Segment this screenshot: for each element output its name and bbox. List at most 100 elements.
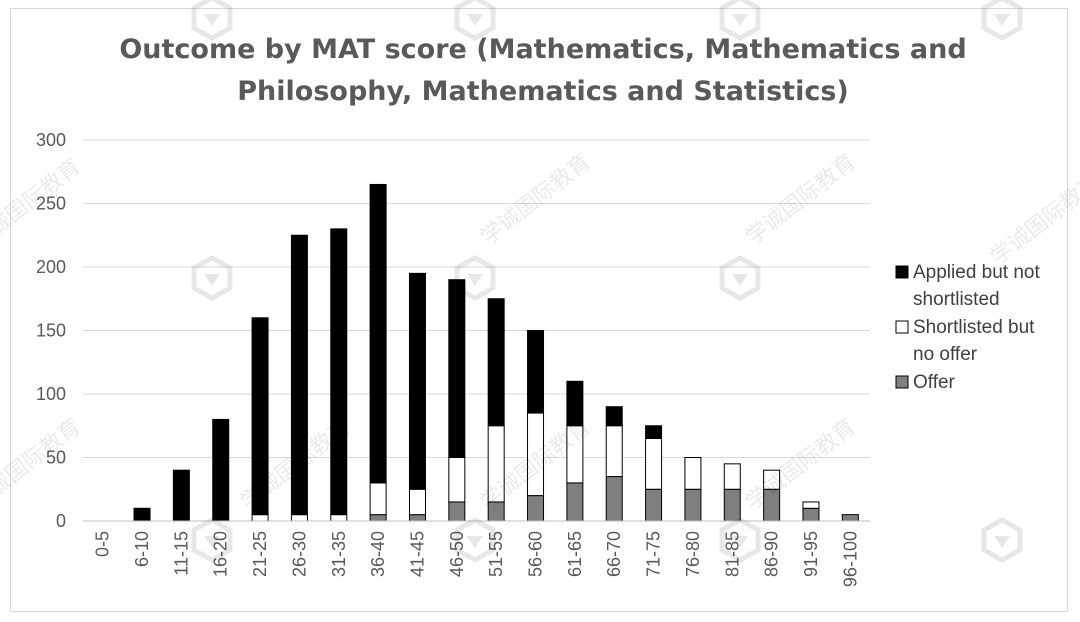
watermark-logo-shape (981, 517, 1023, 563)
bar-segment (605, 476, 623, 522)
bar-segment (212, 418, 230, 522)
watermark-logo-shape (981, 0, 1023, 41)
bar-segment (566, 482, 584, 522)
bar-segment (527, 330, 545, 414)
watermark-logo-shape (191, 0, 233, 41)
chart-title-line-2: Philosophy, Mathematics and Statistics) (237, 76, 848, 107)
bar-segment (290, 234, 308, 516)
bar-segment (684, 457, 702, 490)
watermark-text: 学诚国际教育 (986, 169, 1080, 270)
bar-segment (408, 488, 426, 516)
watermark-logo-shape (191, 517, 233, 563)
watermark-logo-mark (204, 14, 220, 26)
bar-segment (251, 514, 269, 522)
bar-segment (723, 488, 741, 522)
watermark-text: 学诚国际教育 (0, 154, 86, 255)
legend: Applied but not shortlisted Shortlisted bu… (895, 262, 1040, 393)
x-tick-label: 66-70 (604, 531, 624, 577)
watermark-logo-mark (204, 536, 220, 548)
bar-segment (448, 501, 466, 522)
x-tick-label: 16-20 (211, 531, 231, 577)
bar-segment (684, 488, 702, 522)
x-axis: 0-5 6-10 11-15 16-20 21-25 26-30 31-35 36-40 41-… (83, 520, 870, 587)
watermark-logo-shape (719, 255, 761, 301)
bar-segment (841, 514, 859, 522)
x-tick-label: 21-25 (250, 531, 270, 577)
watermark-logo-mark (732, 14, 748, 26)
bar-segment (605, 425, 623, 478)
watermark-text: 学诚国际教育 (0, 414, 86, 515)
bar-segment (408, 514, 426, 522)
watermark-logo-icon (454, 255, 496, 301)
x-tick-label: 61-65 (565, 531, 585, 577)
watermark-logo-shape (454, 517, 496, 563)
watermark-text: 学诚国际教育 (741, 149, 860, 250)
bar-segment (330, 514, 348, 522)
watermark-logo-shape (454, 0, 496, 41)
legend-label: Shortlisted but (913, 317, 1035, 338)
watermark-logo-shape (719, 0, 761, 41)
chart-title: Outcome by MAT score (Mathematics, Mathe… (119, 34, 966, 107)
watermark-logo-mark (467, 274, 483, 286)
watermark-logo-icon (454, 517, 496, 563)
x-tick-label: 56-60 (526, 531, 546, 577)
watermark-logo-mark (467, 536, 483, 548)
watermark-logo-mark (204, 274, 220, 286)
bar-segment (605, 406, 623, 427)
x-tick-label: 36-40 (368, 531, 388, 577)
x-tick-label: 11-15 (171, 531, 191, 576)
bar-segment (802, 507, 820, 522)
bar-segment (566, 380, 584, 427)
y-axis: 0 50 100 150 200 250 300 (36, 130, 66, 531)
x-tick-label: 76-80 (683, 531, 703, 577)
watermark-logo-icon (719, 255, 761, 301)
y-tick-label: 250 (36, 194, 66, 214)
x-tick-label: 0-5 (93, 531, 113, 557)
y-tick-label: 300 (36, 130, 66, 150)
legend-swatch (895, 320, 909, 334)
watermark-logo-icon (719, 517, 761, 563)
watermark-logo-mark (467, 14, 483, 26)
x-tick-label: 91-95 (801, 531, 821, 577)
bar-segment (369, 482, 387, 516)
bar-segment (408, 272, 426, 490)
x-tick-label: 31-35 (329, 531, 349, 577)
bar-segment (172, 469, 190, 522)
watermark-logo-icon (981, 517, 1023, 563)
bar-segment (251, 317, 269, 516)
watermark-logo-shape (454, 255, 496, 301)
bar-segment (645, 488, 663, 522)
legend-label: no offer (913, 344, 978, 365)
watermark-logo-mark (994, 536, 1010, 548)
bar-segment (527, 495, 545, 522)
bar-segment (448, 457, 466, 503)
x-tick-label: 46-50 (447, 531, 467, 577)
watermark-logo-icon (719, 0, 761, 41)
y-tick-label: 0 (56, 511, 66, 531)
watermark-logo-shape (719, 517, 761, 563)
bar-segment (723, 463, 741, 490)
watermark-logo-icon (191, 255, 233, 301)
bar-segment (330, 228, 348, 516)
watermark-logo-icon (191, 517, 233, 563)
bars (133, 183, 859, 522)
bar-segment (487, 298, 505, 427)
x-tick-label: 71-75 (644, 531, 664, 577)
x-tick-label: 41-45 (407, 531, 427, 577)
y-tick-label: 200 (36, 257, 66, 277)
x-tick-label: 51-55 (486, 531, 506, 577)
legend-label: Offer (913, 372, 956, 393)
watermark-text: 学诚国际教育 (741, 414, 860, 515)
x-tick-label: 26-30 (289, 531, 309, 577)
y-tick-label: 150 (36, 321, 66, 341)
legend-label: shortlisted (913, 289, 1000, 310)
watermark-logo-icon (981, 0, 1023, 41)
x-tick-label: 96-100 (840, 531, 860, 587)
y-tick-label: 100 (36, 384, 66, 404)
legend-label: Applied but not (913, 262, 1040, 283)
y-tick-label: 50 (46, 448, 66, 468)
bar-segment (645, 437, 663, 490)
x-tick-label: 86-90 (762, 531, 782, 577)
watermark-text: 学诚国际教育 (476, 149, 595, 250)
